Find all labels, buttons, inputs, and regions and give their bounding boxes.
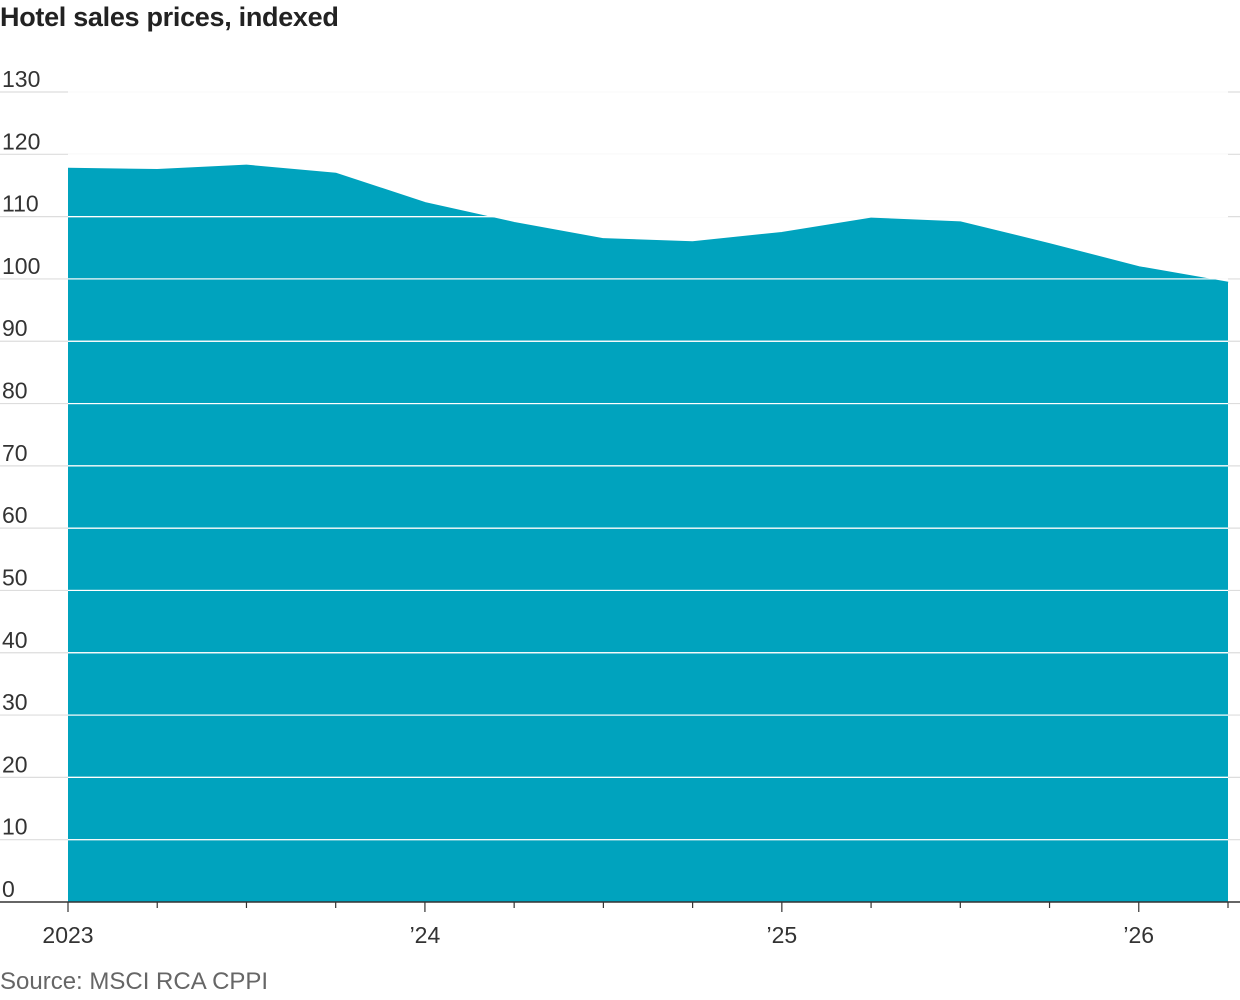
y-tick-label: 40 (2, 627, 28, 653)
y-tick-label: 10 (2, 814, 28, 840)
x-tick-label: 2023 (42, 922, 93, 948)
y-tick-label: 70 (2, 440, 28, 466)
y-tick-label: 60 (2, 502, 28, 528)
y-tick-label: 130 (2, 66, 40, 92)
y-tick-label: 80 (2, 378, 28, 404)
y-tick-label: 30 (2, 689, 28, 715)
x-tick-label: ’26 (1123, 922, 1154, 948)
x-tick-label: ’24 (410, 922, 441, 948)
y-tick-label: 120 (2, 128, 40, 154)
y-tick-label: 110 (2, 191, 39, 217)
y-tick-label: 0 (2, 876, 15, 902)
y-tick-label: 20 (2, 751, 28, 777)
x-tick-label: ’25 (766, 922, 797, 948)
y-tick-label: 50 (2, 564, 28, 590)
area-fill (68, 166, 1228, 903)
source-note: Source: MSCI RCA CPPI (0, 968, 269, 995)
y-tick-label: 90 (2, 315, 28, 341)
series-line (67, 164, 1229, 285)
y-tick-label: 100 (2, 253, 40, 279)
chart-title: Hotel sales prices, indexed (0, 2, 339, 32)
